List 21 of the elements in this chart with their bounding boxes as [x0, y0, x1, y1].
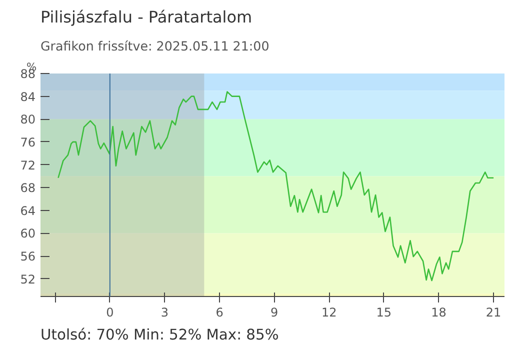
x-tick-label: 18: [431, 306, 446, 320]
chart-title: Pilisjászfalu - Páratartalom: [40, 8, 252, 26]
y-tick-label: 76: [20, 135, 36, 150]
x-tick-label: 15: [376, 306, 392, 320]
y-tick-label: 56: [20, 250, 36, 264]
y-tick-label: 68: [20, 181, 36, 196]
y-tick-label: 84: [20, 90, 36, 104]
y-tick-label: 80: [20, 112, 36, 127]
text: Utolsó: 70% Min: 52% Max: 85%: [40, 326, 279, 344]
x-tick-label: 0: [106, 306, 114, 320]
y-tick-label: 60: [20, 226, 36, 241]
x-tick-label: 6: [216, 306, 224, 320]
x-tick-label: 3: [160, 306, 169, 320]
x-tick-label: 21: [486, 306, 502, 320]
y-tick-label: 52: [20, 272, 36, 286]
line-series: [58, 91, 494, 282]
y-tick-label: 72: [20, 158, 36, 172]
x-tick-label: 9: [270, 306, 278, 320]
y-tick-label: 64: [20, 204, 36, 218]
x-tick-label: 12: [321, 306, 337, 320]
chart-subtitle: Grafikon frissítve: 2025.05.11 21:00: [40, 38, 270, 54]
